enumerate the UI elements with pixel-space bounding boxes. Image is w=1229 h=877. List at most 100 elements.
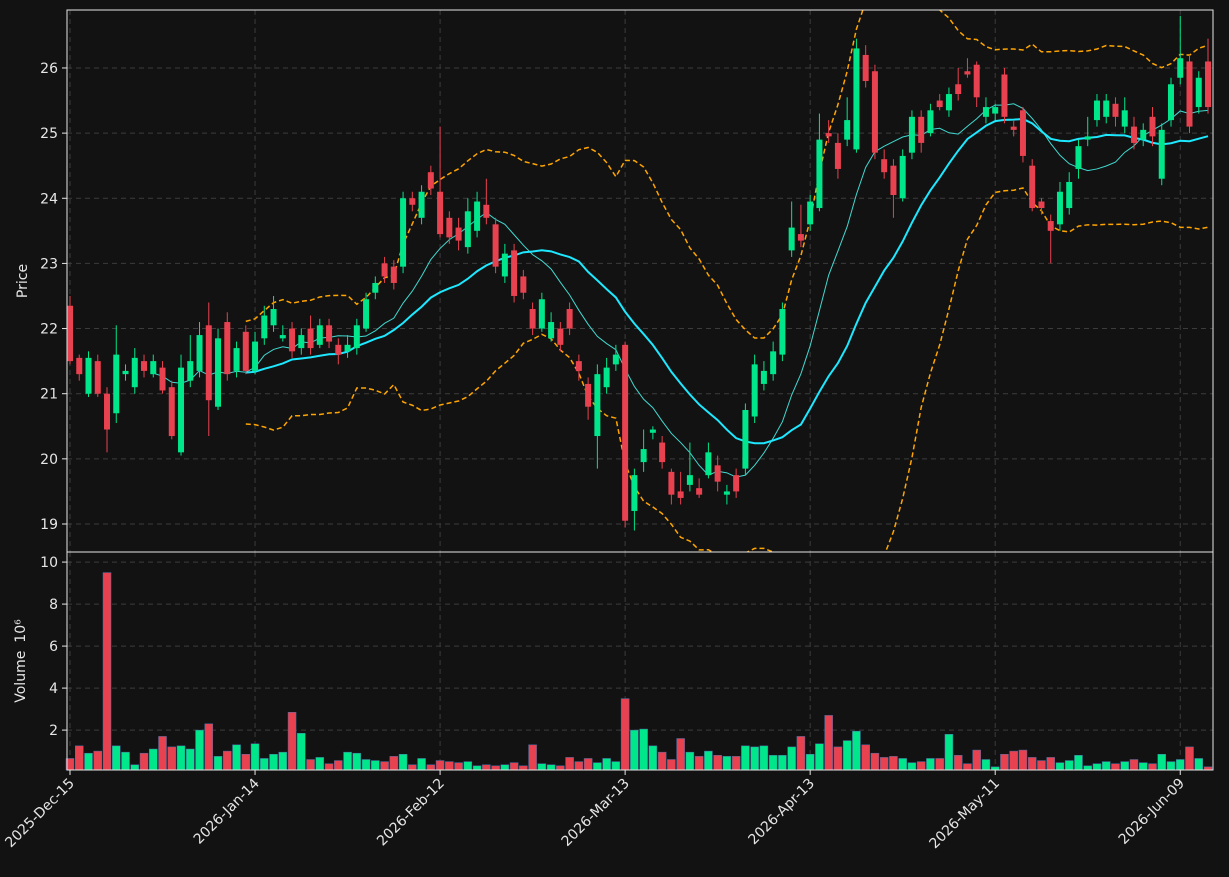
candle-body bbox=[649, 429, 656, 433]
y-tick-label: 24 bbox=[40, 191, 58, 207]
candle-body bbox=[455, 227, 462, 241]
candle-body bbox=[279, 335, 286, 339]
volume-bar bbox=[519, 765, 528, 771]
candle-body bbox=[853, 48, 860, 150]
candle-body bbox=[825, 133, 832, 137]
candle-body bbox=[270, 309, 277, 326]
candle-body bbox=[936, 100, 943, 108]
candle-body bbox=[501, 253, 508, 277]
volume-bar bbox=[260, 758, 269, 771]
candle-body bbox=[326, 325, 333, 342]
volume-bar bbox=[583, 758, 593, 771]
volume-bar bbox=[620, 698, 630, 771]
volume-bar bbox=[842, 740, 852, 771]
candle-body bbox=[760, 370, 767, 384]
y-tick-label: 4 bbox=[49, 681, 58, 697]
candle-body bbox=[1010, 126, 1017, 130]
candle-body bbox=[548, 322, 555, 339]
volume-bar bbox=[1111, 763, 1120, 771]
candle-body bbox=[390, 266, 397, 283]
candle-body bbox=[1038, 201, 1045, 209]
volume-bar bbox=[223, 750, 232, 771]
candle-body bbox=[1149, 116, 1156, 137]
volume-label: Volume bbox=[13, 651, 29, 703]
y-axis-label: Price bbox=[15, 264, 31, 298]
y-tick-label: 25 bbox=[40, 126, 58, 142]
volume-bar bbox=[731, 756, 741, 771]
candle-body bbox=[215, 338, 222, 407]
volume-bar bbox=[1138, 762, 1148, 771]
candle-body bbox=[289, 328, 296, 352]
volume-bar bbox=[889, 756, 898, 771]
volume-bar bbox=[953, 755, 963, 771]
candle-body bbox=[982, 107, 989, 117]
volume-bar bbox=[491, 765, 500, 771]
candle-body bbox=[1056, 191, 1063, 225]
candle-body bbox=[1029, 165, 1036, 209]
candle-body bbox=[178, 367, 185, 453]
volume-bar bbox=[704, 750, 713, 771]
candle-body bbox=[631, 475, 638, 511]
candle-body bbox=[1177, 58, 1184, 78]
candle-body bbox=[557, 328, 564, 345]
volume-bar bbox=[1037, 760, 1046, 771]
candle-body bbox=[1158, 129, 1165, 179]
volume-bar bbox=[232, 744, 241, 771]
candle-body bbox=[131, 357, 138, 388]
candle-body bbox=[807, 201, 814, 225]
y-tick-label: 2 bbox=[49, 723, 58, 739]
volume-bar bbox=[324, 763, 334, 771]
candle-body bbox=[529, 309, 536, 329]
volume-bar bbox=[870, 752, 880, 771]
volume-bar bbox=[250, 743, 260, 771]
volume-bar bbox=[389, 756, 399, 771]
volume-bar bbox=[435, 760, 445, 771]
candle-body bbox=[1075, 146, 1082, 169]
candle-body bbox=[205, 325, 212, 401]
volume-bar bbox=[149, 748, 158, 771]
candle-body bbox=[122, 370, 129, 375]
candle-body bbox=[585, 383, 592, 407]
candle-body bbox=[964, 71, 971, 75]
candle-body bbox=[196, 335, 203, 371]
volume-bar bbox=[269, 753, 278, 771]
y-tick-label: 23 bbox=[40, 256, 58, 272]
volume-bar bbox=[204, 723, 214, 771]
volume-bar bbox=[1101, 761, 1111, 771]
volume-bar bbox=[158, 736, 167, 771]
moving-average bbox=[245, 117, 1209, 445]
candle-body bbox=[1130, 126, 1137, 143]
volume-bar bbox=[1027, 757, 1037, 771]
candle-body bbox=[788, 227, 795, 251]
y-tick-label: 8 bbox=[49, 597, 58, 613]
volume-bar bbox=[528, 744, 537, 771]
candle-body bbox=[418, 191, 425, 218]
volume-plot bbox=[65, 572, 1213, 771]
candle-body bbox=[945, 94, 952, 111]
y-tick-label: 21 bbox=[40, 387, 58, 403]
candle-body bbox=[474, 201, 481, 231]
volume-bar bbox=[916, 761, 926, 771]
volume-bar bbox=[297, 732, 306, 771]
candle-body bbox=[159, 367, 166, 391]
volume-bar bbox=[593, 762, 602, 771]
volume-bar bbox=[1120, 761, 1129, 771]
volume-bar bbox=[1055, 762, 1065, 771]
volume-bar bbox=[1194, 758, 1203, 771]
bollinger-upper bbox=[245, 10, 1209, 339]
volume-bar bbox=[833, 746, 843, 771]
candle-body bbox=[233, 348, 240, 371]
volume-bar bbox=[167, 746, 177, 771]
volume-bar bbox=[278, 751, 288, 771]
volume-bar bbox=[445, 761, 454, 771]
candle-body bbox=[797, 234, 804, 241]
candle-body bbox=[307, 328, 314, 349]
volume-bar bbox=[287, 711, 297, 771]
volume-bar bbox=[463, 761, 473, 771]
volume-bar bbox=[417, 758, 426, 771]
volume-bar bbox=[546, 764, 556, 771]
volume-bar bbox=[787, 746, 796, 771]
candle-body bbox=[224, 322, 231, 375]
